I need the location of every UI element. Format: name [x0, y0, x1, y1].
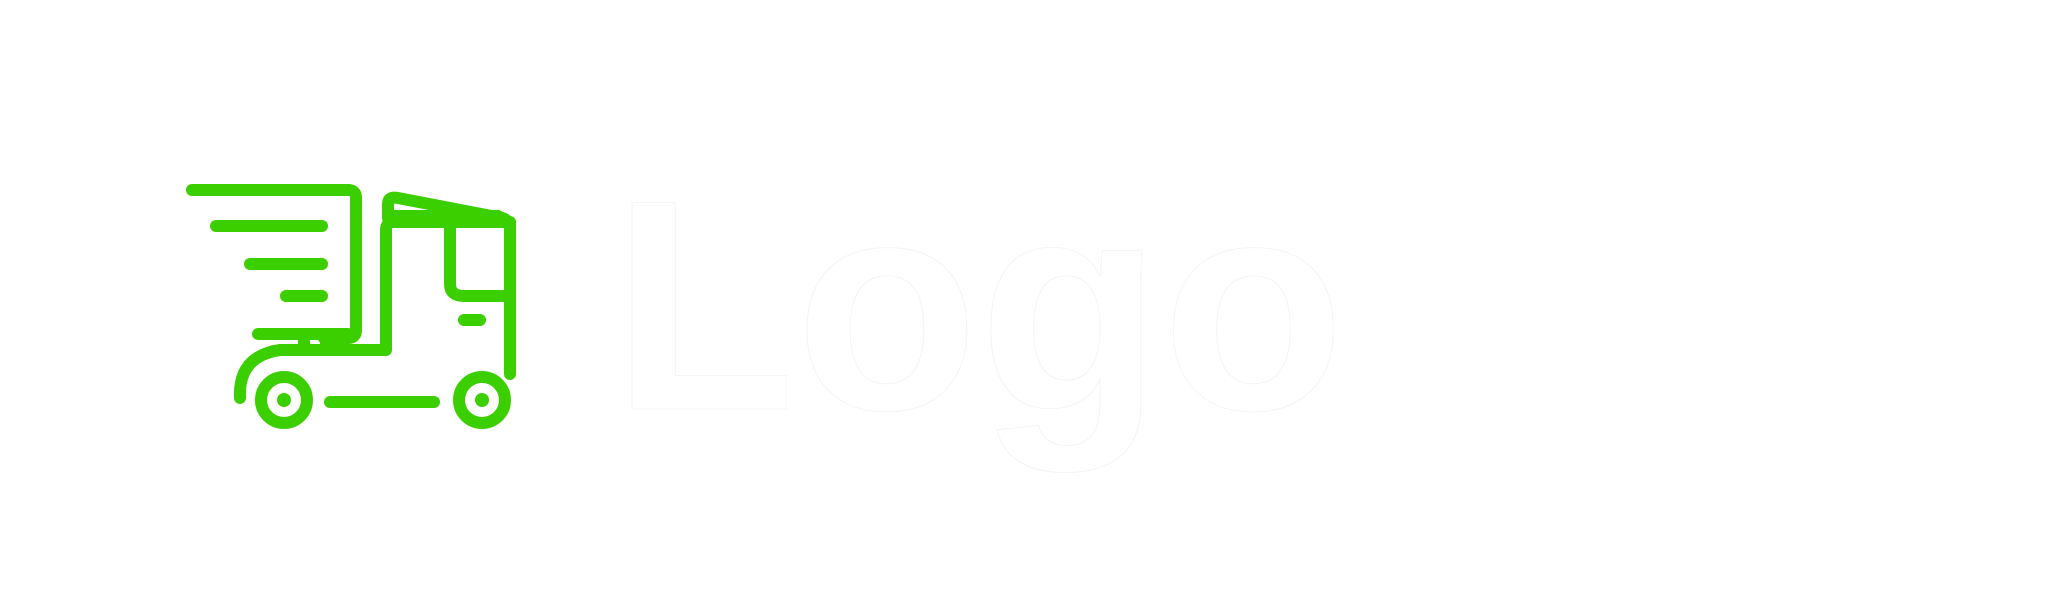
brand-wordmark: Logo [611, 137, 1346, 473]
moving-truck-icon [186, 184, 516, 429]
